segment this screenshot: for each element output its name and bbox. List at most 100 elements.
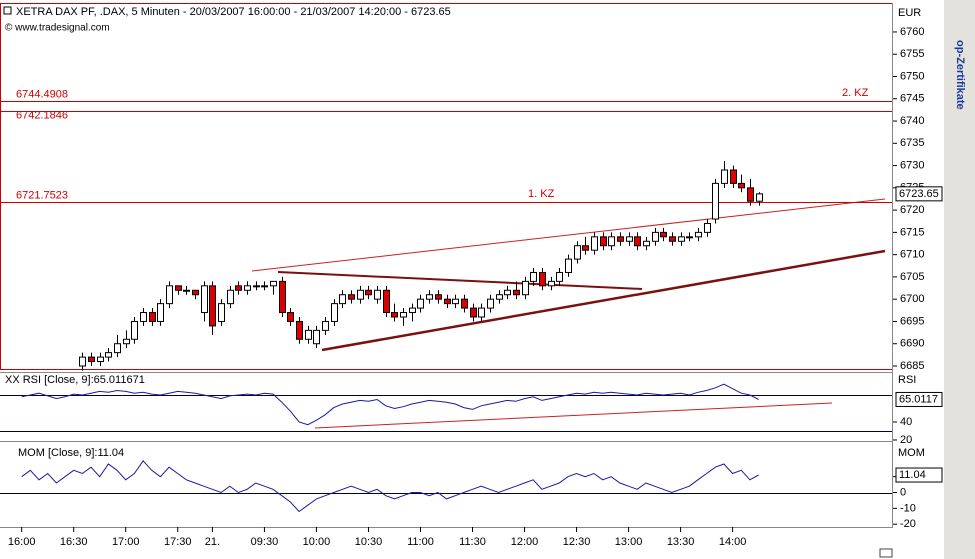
y-tick-label: 6735 xyxy=(900,137,924,149)
y-tick-label: 20 xyxy=(900,434,912,446)
y-label: MOM xyxy=(898,447,925,459)
candle-body xyxy=(279,280,286,314)
last-value-label: 11.04 xyxy=(899,469,926,481)
trend-lines xyxy=(251,198,886,429)
scroll-button[interactable] xyxy=(879,548,893,558)
candle-body xyxy=(409,307,416,314)
candle-body xyxy=(478,307,485,318)
x-tick-label: 14:00 xyxy=(719,536,747,548)
candle-body xyxy=(600,236,607,247)
candle-body xyxy=(556,271,563,282)
candle-body xyxy=(747,187,754,202)
candle-body xyxy=(400,312,407,318)
x-tick-label: 09:30 xyxy=(251,536,279,548)
candle-body xyxy=(738,182,745,189)
candle-body xyxy=(669,236,676,242)
candle-body xyxy=(235,285,242,291)
candle-body xyxy=(504,289,511,296)
y-tick-label: 6740 xyxy=(900,115,924,127)
x-tick-label: 21. xyxy=(205,536,220,548)
candle-body xyxy=(487,298,494,309)
candle-body xyxy=(114,343,121,354)
annotation: 1. KZ xyxy=(528,188,555,200)
candle-body xyxy=(530,271,537,282)
candle-body xyxy=(261,285,268,288)
panel-title: XX RSI [Close, 9]:65.011671 xyxy=(5,374,145,386)
side-strip xyxy=(944,0,975,559)
candle-body xyxy=(426,294,433,300)
last-value-box xyxy=(895,391,943,407)
y-label: RSI xyxy=(898,374,916,386)
candle-body xyxy=(123,338,130,345)
candle-body xyxy=(522,280,529,296)
x-tick-label: 16:00 xyxy=(8,536,36,548)
candle-body xyxy=(383,289,390,314)
candle-body xyxy=(322,320,329,331)
candle-body xyxy=(391,312,398,318)
candle-body xyxy=(417,298,424,309)
candle-body xyxy=(175,285,182,291)
x-tick-label: 10:00 xyxy=(303,536,331,548)
y-tick-label: 0 xyxy=(900,486,906,498)
x-tick-label: 17:00 xyxy=(112,536,140,548)
candle-body xyxy=(574,245,581,260)
candle-body xyxy=(565,258,572,273)
candle-body xyxy=(305,329,312,340)
candle-body xyxy=(339,294,346,305)
candle-body xyxy=(331,303,338,322)
candle-body xyxy=(678,236,685,242)
trend-line xyxy=(321,249,886,352)
candle-body xyxy=(287,312,294,322)
x-tick-label: 12:30 xyxy=(563,536,591,548)
candle-body xyxy=(79,356,86,367)
candle-body xyxy=(643,240,650,247)
candle-body xyxy=(253,285,260,288)
candle-body xyxy=(218,303,225,322)
candle-body xyxy=(88,356,95,363)
x-tick-label: 17:30 xyxy=(164,536,192,548)
candle-body xyxy=(660,231,667,238)
last-value-box xyxy=(895,467,943,483)
panel-title: MOM [Close, 9]:11.04 xyxy=(18,447,124,459)
last-price-label: 6723.65 xyxy=(899,188,939,200)
candle-body xyxy=(730,169,737,184)
last-price-box xyxy=(895,186,943,202)
y-tick-label: 6755 xyxy=(900,48,924,60)
subtitle: © www.tradesignal.com xyxy=(5,23,110,34)
y-tick-label: 40 xyxy=(900,416,912,428)
candle-body xyxy=(626,236,633,242)
candle-body xyxy=(201,285,208,314)
level-label: 6744.4908 xyxy=(16,88,68,100)
candle-body xyxy=(105,352,112,358)
level-label: 6742.1846 xyxy=(16,109,68,121)
y-tick-label: 6745 xyxy=(900,93,924,105)
y-tick-label: 6715 xyxy=(900,226,924,238)
indicator-line xyxy=(21,459,759,513)
side-text: op-Zertifikate xyxy=(954,40,966,110)
x-tick-label: 11:30 xyxy=(459,536,486,548)
candle-body xyxy=(140,312,147,322)
y-tick-label: 6760 xyxy=(900,26,924,38)
x-tick-label: 10:30 xyxy=(355,536,383,548)
chart-title: XETRA DAX PF, .DAX, 5 Minuten - 20/03/20… xyxy=(16,6,451,18)
candle-body xyxy=(582,245,589,251)
candle-body xyxy=(496,294,503,300)
candle-body xyxy=(435,294,442,300)
y-tick-label: 6685 xyxy=(900,360,924,372)
candle-body xyxy=(296,320,303,340)
y-tick-label: -10 xyxy=(900,502,916,514)
trend-line xyxy=(314,402,833,429)
candle-body xyxy=(461,298,468,309)
trend-line xyxy=(251,198,886,272)
candle-body xyxy=(712,182,719,220)
y-tick-label: 6695 xyxy=(900,315,924,327)
y-tick-label: 6690 xyxy=(900,338,924,350)
trend-line xyxy=(277,271,643,290)
candle-body xyxy=(591,236,598,251)
candle-body xyxy=(131,320,138,340)
candle-body xyxy=(617,236,624,242)
y-tick-label: 6700 xyxy=(900,293,924,305)
candle-body xyxy=(166,285,173,305)
level-label: 6721.7523 xyxy=(16,189,68,201)
candle-body xyxy=(452,298,459,305)
